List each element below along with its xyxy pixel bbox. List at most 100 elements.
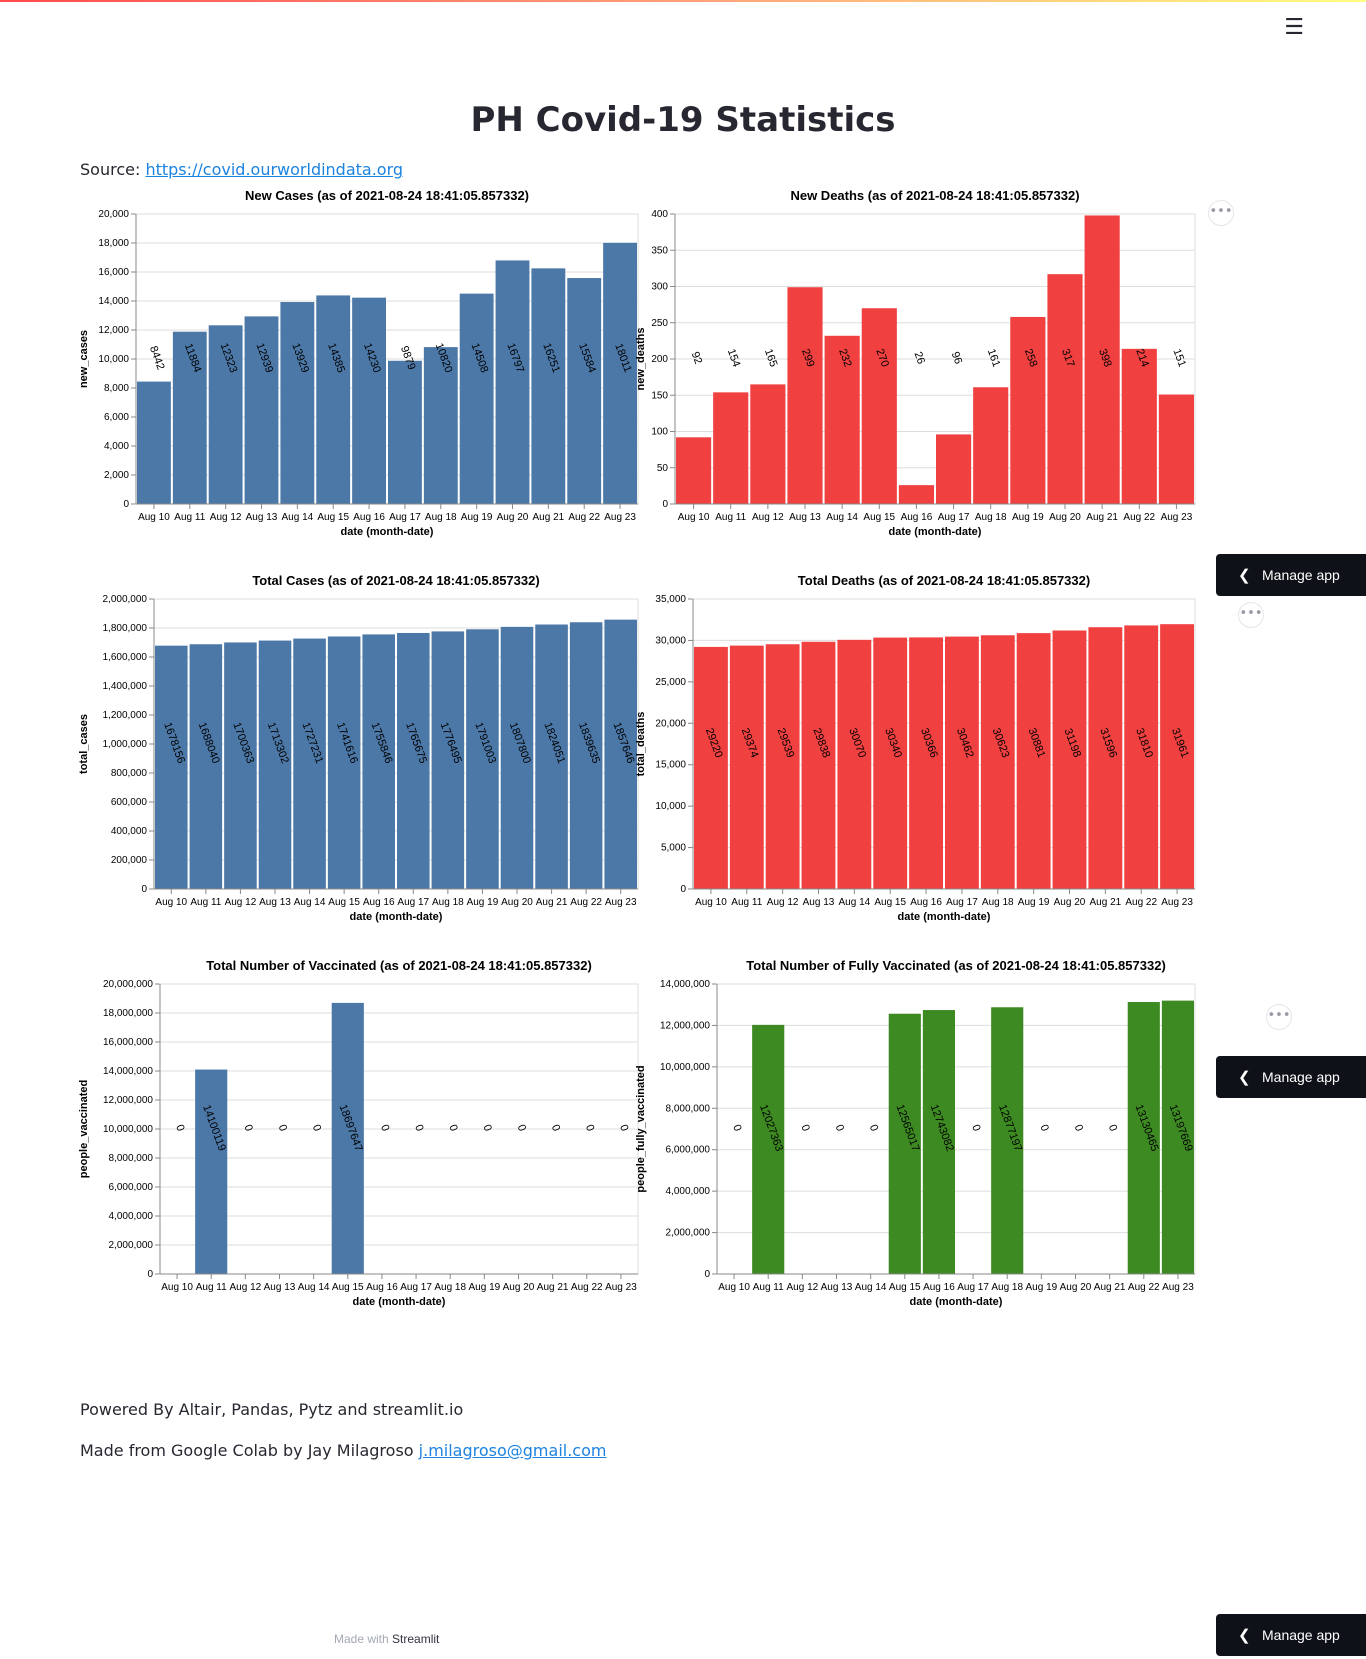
- source-link[interactable]: https://covid.ourworldindata.org: [145, 160, 404, 179]
- y-tick-label: 1,200,000: [103, 710, 148, 721]
- bar: [423, 347, 458, 504]
- y-tick-label: 250: [651, 318, 668, 329]
- y-tick-label: 400,000: [111, 826, 148, 837]
- bar: [787, 287, 823, 504]
- x-tick-label: Aug 14: [294, 897, 326, 908]
- hamburger-icon[interactable]: ☰: [1284, 15, 1304, 40]
- data-label: 0: [549, 1123, 562, 1133]
- bar: [1016, 633, 1051, 889]
- x-tick-label: Aug 12: [225, 897, 257, 908]
- x-tick-label: Aug 10: [138, 512, 170, 523]
- y-tick-label: 20,000: [655, 718, 686, 729]
- made-from-text: Made from Google Colab by Jay Milagroso: [80, 1441, 419, 1460]
- data-label: 0: [480, 1123, 493, 1133]
- bar: [752, 1024, 785, 1274]
- y-tick-label: 800,000: [111, 768, 148, 779]
- data-label: 299: [799, 347, 817, 368]
- author-email-link[interactable]: j.milagroso@gmail.com: [418, 1441, 607, 1460]
- y-tick-label: 1,600,000: [103, 652, 148, 663]
- bar: [909, 637, 943, 889]
- bar: [861, 308, 897, 504]
- x-tick-label: Aug 21: [1090, 897, 1122, 908]
- x-tick-label: Aug 19: [1018, 897, 1050, 908]
- bar: [1124, 625, 1159, 889]
- x-tick-label: Aug 15: [332, 1282, 364, 1293]
- chart-title: New Deaths (as of 2021-08-24 18:41:05.85…: [790, 188, 1079, 203]
- x-tick-label: Aug 10: [718, 1282, 750, 1293]
- y-tick-label: 10,000,000: [103, 1124, 153, 1135]
- x-tick-label: Aug 20: [1060, 1282, 1092, 1293]
- x-tick-label: Aug 19: [467, 897, 499, 908]
- bar: [888, 1013, 921, 1274]
- bar: [195, 1069, 228, 1274]
- manage-app-button[interactable]: ❮ Manage app: [1216, 1056, 1366, 1098]
- chart-title: Total Cases (as of 2021-08-24 18:41:05.8…: [252, 573, 539, 588]
- y-tick-label: 150: [651, 390, 668, 401]
- manage-app-button[interactable]: ❮ Manage app: [1216, 1614, 1366, 1656]
- x-tick-label: Aug 16: [353, 512, 385, 523]
- x-tick-label: Aug 10: [155, 897, 187, 908]
- y-tick-label: 0: [704, 1269, 710, 1280]
- bar: [280, 302, 315, 504]
- made-with-streamlit-footer[interactable]: Made with Streamlit: [334, 1632, 439, 1646]
- chart-more-options-button[interactable]: •••: [1238, 602, 1264, 628]
- x-tick-label: Aug 20: [501, 897, 533, 908]
- x-tick-label: Aug 17: [938, 512, 970, 523]
- y-tick-label: 200,000: [111, 855, 148, 866]
- x-tick-label: Aug 14: [855, 1282, 887, 1293]
- chart-title: Total Number of Fully Vaccinated (as of …: [746, 958, 1166, 973]
- streamlit-text: Streamlit: [392, 1632, 440, 1646]
- x-tick-label: Aug 22: [570, 897, 602, 908]
- data-label: 161: [985, 347, 1003, 368]
- data-label: 0: [412, 1123, 425, 1133]
- chart-more-options-button[interactable]: •••: [1266, 1004, 1292, 1030]
- x-tick-label: Aug 23: [1161, 897, 1193, 908]
- x-tick-label: Aug 10: [161, 1282, 193, 1293]
- x-tick-label: Aug 12: [787, 1282, 819, 1293]
- y-tick-label: 16,000,000: [103, 1037, 153, 1048]
- bar: [1121, 348, 1157, 504]
- made-with-text: Made with: [334, 1632, 393, 1646]
- chevron-left-icon: ❮: [1238, 1069, 1251, 1086]
- manage-app-button[interactable]: ❮ Manage app: [1216, 554, 1366, 596]
- bar: [567, 278, 602, 504]
- x-tick-label: Aug 19: [1012, 512, 1044, 523]
- chart-svg: Total Number of Vaccinated (as of 2021-0…: [78, 958, 639, 1308]
- chart-more-options-button[interactable]: •••: [1208, 200, 1234, 226]
- bar: [1052, 630, 1087, 889]
- x-tick-label: Aug 22: [1123, 512, 1155, 523]
- x-tick-label: Aug 15: [863, 512, 895, 523]
- bar: [1127, 1002, 1160, 1274]
- made-from-line: Made from Google Colab by Jay Milagroso …: [80, 1441, 606, 1460]
- y-tick-label: 10,000: [655, 801, 686, 812]
- data-label: 0: [1072, 1123, 1085, 1133]
- chevron-left-icon: ❮: [1238, 567, 1251, 584]
- x-tick-label: Aug 11: [715, 512, 746, 523]
- y-tick-label: 18,000,000: [103, 1008, 153, 1019]
- y-tick-label: 300: [651, 282, 668, 293]
- x-tick-label: Aug 15: [889, 1282, 921, 1293]
- chart-people-vaccinated: Total Number of Vaccinated (as of 2021-0…: [78, 958, 648, 1310]
- x-axis-title: date (month-date): [910, 1296, 1003, 1308]
- y-tick-label: 20,000: [98, 209, 129, 220]
- data-label: 26: [912, 350, 927, 366]
- y-tick-label: 14,000,000: [660, 979, 710, 990]
- y-tick-label: 0: [147, 1269, 153, 1280]
- data-label: 96: [949, 350, 964, 366]
- bar: [898, 485, 934, 504]
- x-tick-label: Aug 11: [731, 897, 762, 908]
- bar: [293, 638, 326, 889]
- x-tick-label: Aug 21: [1086, 512, 1118, 523]
- y-axis-title: people_vaccinated: [78, 1080, 90, 1178]
- bar: [1161, 1000, 1194, 1274]
- bar: [873, 637, 908, 889]
- y-tick-label: 4,000,000: [109, 1211, 154, 1222]
- x-tick-label: Aug 16: [923, 1282, 955, 1293]
- bar: [936, 434, 972, 504]
- x-axis-title: date (month-date): [353, 1296, 446, 1308]
- x-tick-label: Aug 17: [389, 512, 421, 523]
- y-tick-label: 8,000: [104, 383, 129, 394]
- bar: [352, 297, 386, 504]
- bar: [801, 641, 836, 889]
- bar: [694, 646, 728, 889]
